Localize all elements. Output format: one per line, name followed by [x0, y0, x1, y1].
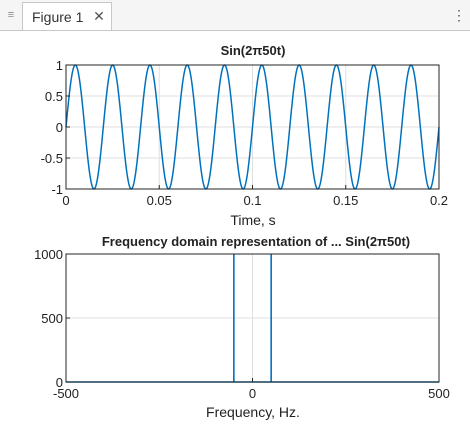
y-tick-label: 1	[56, 58, 63, 73]
y-tick-label: -0.5	[41, 151, 63, 166]
y-tick-label: 0.5	[45, 89, 63, 104]
tab-label: Figure 1	[32, 9, 84, 25]
close-icon[interactable]: ✕	[93, 8, 105, 24]
sine-wave-line	[65, 64, 440, 190]
y-tick-label: 0	[56, 120, 63, 135]
time-plot-yticks: 1 0.5 0 -0.5 -1	[41, 58, 70, 197]
y-tick-label: 1000	[34, 247, 63, 262]
x-tick-label: 0.05	[147, 193, 172, 208]
figure-tab-bar: ≡ Figure 1 ✕ ⋮	[0, 0, 470, 31]
tab-figure-1[interactable]: Figure 1 ✕	[22, 2, 112, 30]
x-tick-label: -500	[53, 386, 79, 401]
y-tick-label: 500	[41, 311, 63, 326]
x-tick-label: 0	[62, 193, 69, 208]
frequency-plot-xlabel: Frequency, Hz.	[206, 404, 300, 420]
frequency-plot-grid	[65, 253, 440, 383]
time-plot-xticks: 0 0.05 0.1 0.15 0.2	[62, 185, 448, 208]
time-plot-title: Sin(2π50t)	[221, 43, 286, 58]
x-tick-label: 0	[249, 386, 256, 401]
frequency-plot-xticks: -500 0 500	[53, 378, 450, 401]
y-tick-label: 0	[56, 375, 63, 390]
figure-canvas: Sin(2π50t) 0 0.05 0.1 0.15 0.2 1 0.5 0 -0.5 -1 T…	[0, 31, 470, 430]
y-tick-label: -1	[51, 182, 63, 197]
grip-icon[interactable]: ≡	[7, 9, 15, 21]
frequency-domain-axes: Frequency domain representation of ... S…	[34, 234, 450, 420]
frequency-plot-title: Frequency domain representation of ... S…	[102, 234, 410, 249]
figure-svg: Sin(2π50t) 0 0.05 0.1 0.15 0.2 1 0.5 0 -0.5 -1 T…	[34, 43, 450, 420]
time-plot-series	[65, 64, 440, 190]
time-plot-xlabel: Time, s	[230, 212, 275, 228]
vertical-ellipsis-icon[interactable]: ⋮	[452, 7, 466, 23]
time-domain-axes: Sin(2π50t) 0 0.05 0.1 0.15 0.2 1 0.5 0 -0.5 -1 T…	[41, 43, 448, 228]
x-tick-label: 0.2	[430, 193, 448, 208]
x-tick-label: 0.1	[243, 193, 261, 208]
frequency-plot-yticks: 1000 500 0	[34, 247, 70, 390]
x-tick-label: 500	[428, 386, 450, 401]
x-tick-label: 0.15	[333, 193, 358, 208]
